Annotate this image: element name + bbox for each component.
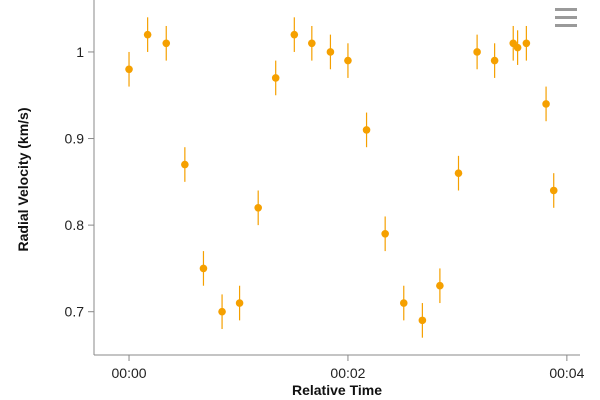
- y-tick-label: 0.9: [65, 131, 85, 147]
- data-point[interactable]: [513, 43, 522, 52]
- y-tick-label: 0.7: [65, 304, 85, 320]
- data-point[interactable]: [399, 299, 408, 307]
- data-point[interactable]: [436, 281, 444, 290]
- data-point[interactable]: [162, 39, 171, 48]
- data-point[interactable]: [362, 126, 371, 134]
- data-point[interactable]: [199, 264, 208, 273]
- data-point[interactable]: [418, 316, 427, 325]
- data-point[interactable]: [254, 204, 262, 212]
- x-axis-title: Relative Time: [292, 382, 382, 398]
- hamburger-menu-icon: [555, 8, 577, 27]
- plot-area: [125, 17, 558, 338]
- chart-menu-button[interactable]: [550, 4, 582, 32]
- x-tick-label: 00:00: [112, 365, 147, 381]
- y-tick-label: 1: [76, 44, 84, 60]
- data-point[interactable]: [326, 48, 335, 56]
- data-point[interactable]: [473, 48, 481, 56]
- data-point[interactable]: [125, 65, 133, 74]
- data-point[interactable]: [271, 74, 280, 82]
- data-point[interactable]: [454, 169, 463, 177]
- x-tick-label: 00:04: [549, 365, 584, 381]
- data-point[interactable]: [522, 39, 531, 48]
- data-point[interactable]: [235, 299, 244, 307]
- data-point[interactable]: [344, 56, 352, 65]
- y-axis-title: Radial Velocity (km/s): [15, 108, 31, 252]
- data-point[interactable]: [181, 160, 189, 169]
- x-tick-label: 00:02: [330, 365, 365, 381]
- data-point[interactable]: [290, 30, 299, 39]
- data-point[interactable]: [490, 56, 499, 65]
- data-point[interactable]: [542, 100, 550, 108]
- data-point[interactable]: [381, 229, 389, 238]
- data-point[interactable]: [218, 307, 226, 316]
- data-point[interactable]: [143, 30, 152, 39]
- data-point[interactable]: [549, 186, 558, 195]
- data-point[interactable]: [308, 39, 316, 48]
- y-tick-label: 0.8: [65, 217, 85, 233]
- axes: 0.7 0.8 0.9 1 00:00 00:02 00:04: [65, 0, 585, 381]
